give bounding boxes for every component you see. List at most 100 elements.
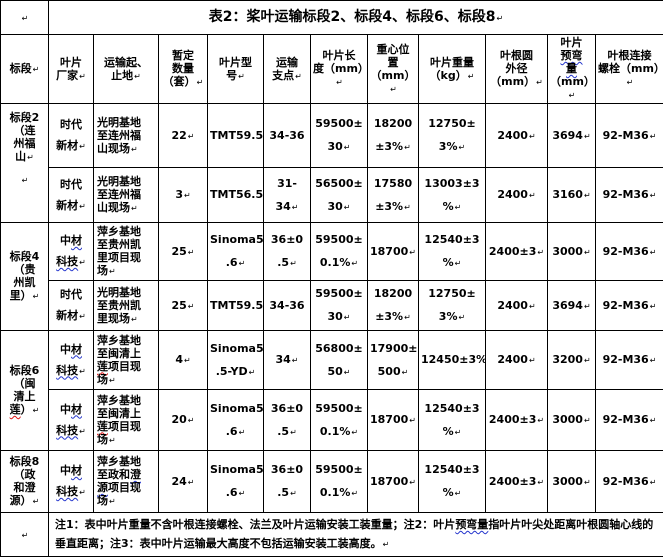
header-text: 暂定 数量 （套）	[163, 49, 196, 88]
pilcrow-mark: ↵	[458, 313, 465, 322]
cell-manufacturer: 中材 科技↵	[49, 223, 94, 281]
cell-text: 萍乡基地 至闽清上 莲项目现 场	[97, 334, 141, 386]
header-cell-route: 运输起、 止地↵	[94, 35, 159, 104]
cell-bolts: 92-M36↵	[596, 390, 663, 451]
cell-qty: 25↵	[159, 281, 208, 331]
cell-text: Sinoma56 .5-YD	[210, 342, 264, 378]
cell-root-od: 2400±3↵	[486, 390, 548, 451]
pilcrow-mark: ↵	[249, 368, 256, 377]
pilcrow-mark: ↵	[33, 292, 40, 301]
cell-text: 92-M36	[603, 475, 649, 488]
pilcrow-mark: ↵	[351, 489, 358, 498]
pilcrow-mark: ↵	[295, 72, 302, 81]
table-row: 标段2 （连 州福 山↵↵ 时代 新材↵ 光明基地 至连州福 山现场↵ 22↵ …	[1, 104, 663, 168]
header-text: 叶根连接 螺栓（mm）	[598, 49, 663, 75]
cell-qty: 3↵	[159, 168, 208, 223]
pilcrow-mark: ↵	[22, 531, 29, 540]
cell-cg: 17580 ±3%↵	[368, 168, 419, 223]
section-cell-2: 标段2 （连 州福 山↵↵	[1, 104, 49, 223]
pilcrow-mark: ↵	[584, 302, 591, 311]
cell-bolts: 92-M36↵	[596, 168, 663, 223]
pilcrow-mark: ↵	[238, 72, 245, 81]
cell-fulcrum: 34-36	[264, 281, 311, 331]
section-cell-6: 标段6 （闽 清上 莲）↵	[1, 331, 49, 451]
title-left-cell: ↵	[1, 1, 49, 35]
cell-root-od: 2400±3↵	[486, 223, 548, 281]
cell-length: 56800± 50↵	[311, 331, 368, 390]
cell-text: 22	[171, 129, 186, 142]
cell-text: 20	[171, 413, 186, 426]
cell-text: TMT59.5	[210, 299, 263, 312]
cell-fulcrum: 34↵	[264, 331, 311, 390]
pilcrow-mark: ↵	[292, 356, 299, 365]
cell-model: TMT59.5↵	[208, 281, 264, 331]
cell-length: 59500± 0.1%↵	[311, 390, 368, 451]
cell-text: 3000	[552, 475, 583, 488]
cell-text: 3160	[552, 188, 583, 201]
cell-length: 59500± 0.1%↵	[311, 451, 368, 513]
cell-text: 36±0 .5	[271, 233, 303, 269]
cell-manufacturer: 中材 科技↵	[49, 331, 94, 390]
pilcrow-mark: ↵	[404, 313, 411, 322]
pilcrow-mark: ↵	[529, 191, 536, 200]
cell-text: 59500± 30	[315, 117, 363, 153]
cell-text: 36±0 .5	[271, 463, 303, 499]
header-cell-model: 叶片型 号↵	[208, 35, 264, 104]
cell-weight: 13003±3 %↵	[419, 168, 486, 223]
pilcrow-mark: ↵	[351, 259, 358, 268]
pilcrow-mark: ↵	[529, 302, 536, 311]
table-title: 表2：桨叶运输标段2、标段4、标段6、标段8↵	[49, 1, 663, 35]
pilcrow-mark: ↵	[79, 142, 86, 151]
pilcrow-mark: ↵	[344, 313, 351, 322]
cell-text: Sinoma59 .6	[210, 402, 264, 438]
table-title-text: 表2：桨叶运输标段2、标段4、标段6、标段8	[209, 9, 496, 25]
header-cell-fulcrum: 运输 支点↵	[264, 35, 311, 104]
pilcrow-mark: ↵	[529, 132, 536, 141]
cell-weight: 12750± 3%↵	[419, 104, 486, 168]
pilcrow-mark: ↵	[650, 302, 657, 311]
pilcrow-mark: ↵	[537, 248, 544, 257]
pilcrow-mark: ↵	[134, 72, 141, 81]
pilcrow-mark: ↵	[650, 132, 657, 141]
cell-text: 12750± 3%	[428, 117, 476, 153]
pilcrow-mark: ↵	[468, 72, 475, 81]
cell-cg: 17900± 500↵	[368, 331, 419, 390]
pilcrow-mark: ↵	[584, 356, 591, 365]
cell-text: 3694	[552, 299, 583, 312]
table-row: 时代 新材↵ 光明基地 至贵州凯 里现场↵ 25↵ TMT59.5↵ 34-36…	[1, 281, 663, 331]
pilcrow-mark: ↵	[79, 202, 86, 211]
cell-text: 3	[175, 188, 183, 201]
cell-text: 3694	[552, 129, 583, 142]
cell-cg: 18700↵	[368, 223, 419, 281]
pilcrow-mark: ↵	[188, 132, 195, 141]
cell-weight: 12540±3 %↵	[419, 451, 486, 513]
cell-model: Sinoma59 .6↵	[208, 451, 264, 513]
pilcrow-mark: ↵	[184, 356, 191, 365]
pilcrow-mark: ↵	[184, 191, 191, 200]
pilcrow-mark: ↵	[79, 72, 86, 81]
pilcrow-mark: ↵	[239, 259, 246, 268]
pilcrow-mark: ↵	[650, 248, 657, 257]
pilcrow-mark: ↵	[131, 315, 138, 324]
section-cell-4: 标段4 （贵 州凯 里）↵	[1, 223, 49, 331]
cell-text: 2400	[497, 188, 528, 201]
cell-bolts: 92-M36↵	[596, 331, 663, 390]
cell-text: 34-36	[269, 129, 304, 142]
cell-cg: 18200 ±3%↵	[368, 281, 419, 331]
pilcrow-mark: ↵	[79, 488, 86, 497]
cell-text: 92-M36	[603, 299, 649, 312]
header-text: 叶根圆 外径 （mm）	[490, 49, 535, 88]
cell-route: 光明基地 至连州福 山现场↵	[94, 104, 159, 168]
header-cell-manufacturer: 叶片 厂家↵	[49, 35, 94, 104]
pilcrow-mark: ↵	[239, 489, 246, 498]
cell-text: Sinoma59 .6	[210, 233, 264, 269]
cell-text: 萍乡基地 至贵州凯 里项目现 场	[97, 225, 141, 277]
cell-root-od: 2400↵	[486, 281, 548, 331]
header-row: 标段↵ 叶片 厂家↵ 运输起、 止地↵ 暂定 数量 （套）↵ 叶片型 号↵ 运输…	[1, 35, 663, 104]
cell-prebend: 3200↵	[548, 331, 596, 390]
pilcrow-mark: ↵	[188, 248, 195, 257]
cell-route: 光明基地 至贵州凯 里现场↵	[94, 281, 159, 331]
pilcrow-mark: ↵	[409, 248, 416, 257]
cell-manufacturer: 时代 新材↵	[49, 104, 94, 168]
